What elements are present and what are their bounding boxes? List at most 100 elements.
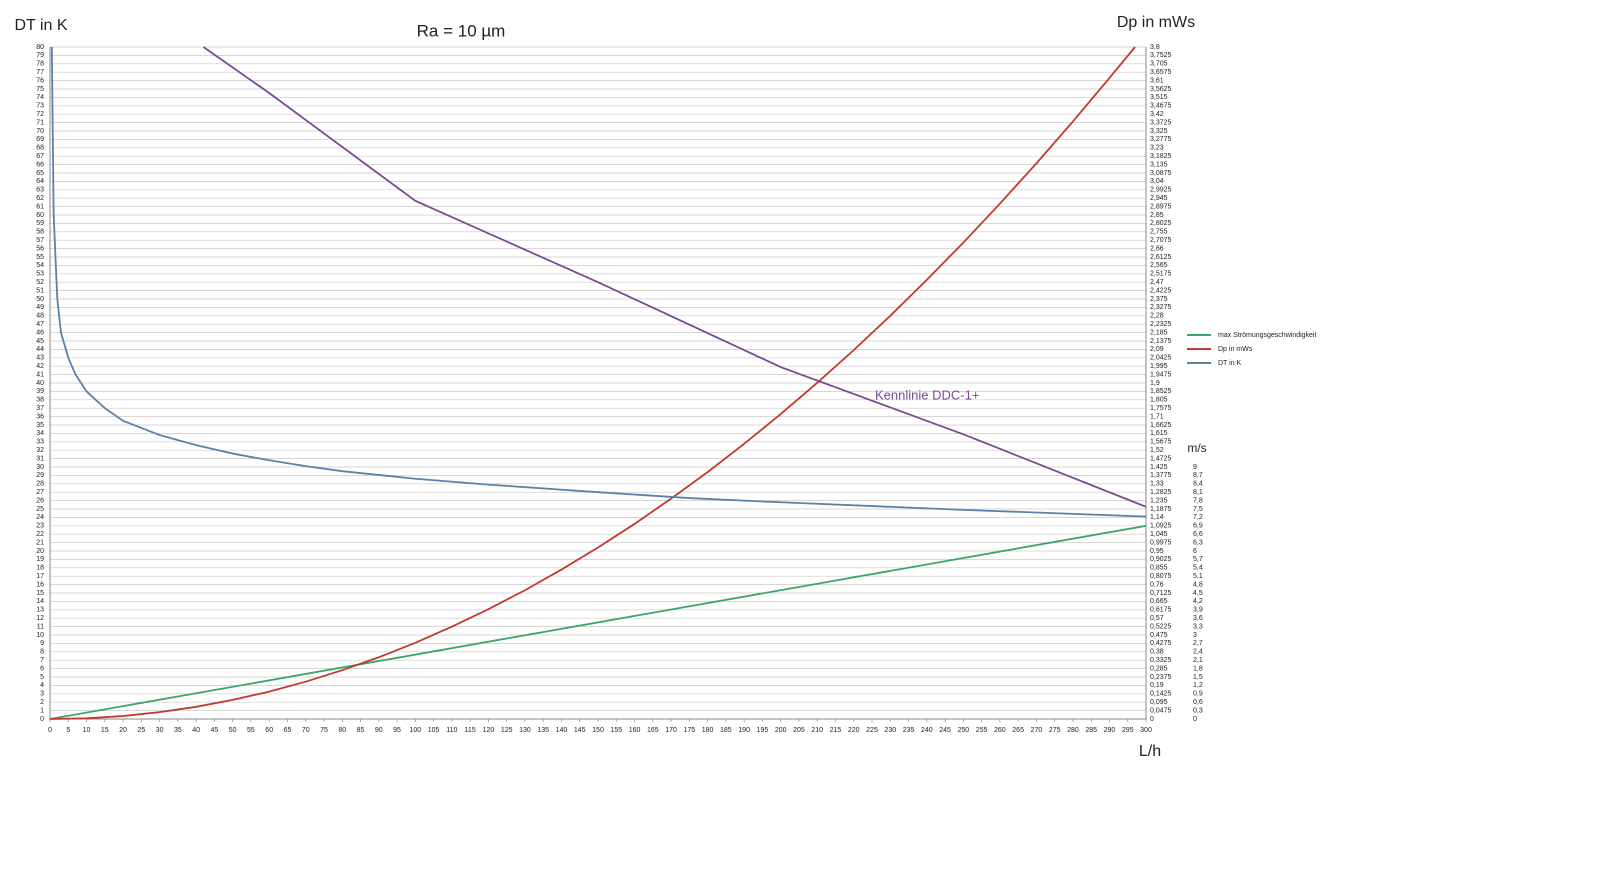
yticks-label: 59 — [36, 220, 44, 227]
yticks-label: 51 — [36, 287, 44, 294]
yticks-label: 45 — [36, 338, 44, 345]
yticks-label: 61 — [36, 203, 44, 210]
yticks-label: 69 — [36, 136, 44, 143]
y2ticks-label: 0,38 — [1150, 649, 1164, 656]
yticks-label: 33 — [36, 439, 44, 446]
x-tick-label: 55 — [247, 727, 255, 734]
y2ticks-label: 3,135 — [1150, 161, 1168, 168]
y2ticks-label: 2,565 — [1150, 262, 1168, 269]
x-tick-label: 285 — [1085, 727, 1097, 734]
x-tick-label: 270 — [1031, 727, 1043, 734]
y3ticks-label: 4,8 — [1193, 581, 1203, 588]
x-tick-label: 15 — [101, 727, 109, 734]
y2ticks-label: 0,57 — [1150, 615, 1164, 622]
y2ticks-label: 0,9975 — [1150, 539, 1172, 546]
legend-label: max Strömungsgeschwindigkeit — [1218, 332, 1316, 339]
yticks-label: 16 — [36, 581, 44, 588]
x-tick-label: 135 — [537, 727, 549, 734]
x-tick-label: 225 — [866, 727, 878, 734]
y2ticks-label: 1,9 — [1150, 380, 1160, 387]
yticks-label: 9 — [40, 640, 44, 647]
curve-label: Kennlinie DDC-1+ — [875, 387, 979, 402]
yticks-label: 71 — [36, 119, 44, 126]
yticks-label: 36 — [36, 413, 44, 420]
yticks-label: 78 — [36, 61, 44, 68]
y2ticks-label: 0,285 — [1150, 665, 1168, 672]
x-tick-label: 65 — [284, 727, 292, 734]
y3ticks-label: 6,3 — [1193, 539, 1203, 546]
y2ticks-label: 1,615 — [1150, 430, 1168, 437]
x-tick-label: 265 — [1012, 727, 1024, 734]
yticks-label: 52 — [36, 279, 44, 286]
yticks-label: 49 — [36, 304, 44, 311]
y2ticks-label: 0,76 — [1150, 581, 1164, 588]
y2-axis-title: Dp in mWs — [1117, 14, 1195, 31]
yticks-label: 5 — [40, 674, 44, 681]
y3ticks-label: 2,4 — [1193, 649, 1203, 656]
y3ticks-label: 0 — [1193, 716, 1197, 723]
legend-label: Dp in mWs — [1218, 346, 1253, 353]
x-tick-label: 35 — [174, 727, 182, 734]
x-tick-label: 110 — [446, 727, 457, 734]
y2ticks-label: 2,8975 — [1150, 203, 1172, 210]
yticks-label: 60 — [36, 212, 44, 219]
x-tick-label: 165 — [647, 727, 659, 734]
y2ticks-label: 1,52 — [1150, 447, 1164, 454]
yticks-label: 64 — [36, 178, 44, 185]
x-tick-label: 95 — [393, 727, 401, 734]
x-tick-label: 295 — [1122, 727, 1134, 734]
x-tick-label: 85 — [357, 727, 365, 734]
y2ticks-label: 3,8 — [1150, 44, 1160, 51]
y2ticks-label: 3,3725 — [1150, 119, 1172, 126]
x-tick-label: 25 — [137, 727, 145, 734]
yticks-label: 39 — [36, 388, 44, 395]
y3-axis-title: m/s — [1187, 441, 1206, 455]
y2ticks-label: 2,2325 — [1150, 321, 1172, 328]
yticks-label: 48 — [36, 313, 44, 320]
yticks-label: 66 — [36, 161, 44, 168]
yticks-label: 80 — [36, 44, 44, 51]
y2ticks-label: 0,6175 — [1150, 607, 1172, 614]
y3ticks-label: 4,5 — [1193, 590, 1203, 597]
y2ticks-label: 3,515 — [1150, 94, 1168, 101]
y2ticks-label: 3,4675 — [1150, 103, 1172, 110]
yticks-label: 25 — [36, 506, 44, 513]
y2ticks-label: 2,9925 — [1150, 187, 1172, 194]
x-tick-label: 0 — [48, 727, 52, 734]
x-tick-label: 105 — [428, 727, 440, 734]
y2ticks-label: 1,235 — [1150, 497, 1168, 504]
yticks-label: 40 — [36, 380, 44, 387]
yticks-label: 17 — [36, 573, 44, 580]
x-tick-label: 215 — [830, 727, 842, 734]
y2ticks-label: 3,0875 — [1150, 170, 1172, 177]
x-tick-label: 170 — [665, 727, 677, 734]
y2ticks-label: 0,095 — [1150, 699, 1168, 706]
yticks-label: 22 — [36, 531, 44, 538]
yticks-label: 57 — [36, 237, 44, 244]
yticks-label: 54 — [36, 262, 44, 269]
y2ticks-label: 3,2775 — [1150, 136, 1172, 143]
y3ticks-label: 1,2 — [1193, 682, 1203, 689]
y3ticks-label: 2,1 — [1193, 657, 1203, 664]
y2ticks-label: 1,6625 — [1150, 422, 1172, 429]
x-tick-label: 210 — [811, 727, 823, 734]
yticks-label: 13 — [36, 607, 44, 614]
y2ticks-label: 1,33 — [1150, 481, 1164, 488]
yticks-label: 29 — [36, 472, 44, 479]
yticks-label: 6 — [40, 665, 44, 672]
y3ticks-label: 8,7 — [1193, 472, 1203, 479]
y3ticks-label: 9 — [1193, 464, 1197, 471]
y3ticks-label: 0,9 — [1193, 691, 1203, 698]
x-tick-label: 145 — [574, 727, 586, 734]
y2ticks-label: 3,705 — [1150, 61, 1168, 68]
x-tick-label: 40 — [192, 727, 200, 734]
y2ticks-label: 2,755 — [1150, 229, 1168, 236]
y2ticks-label: 2,945 — [1150, 195, 1168, 202]
yticks-label: 2 — [40, 699, 44, 706]
y2ticks-label: 3,7525 — [1150, 52, 1172, 59]
x-tick-label: 30 — [156, 727, 164, 734]
y3ticks-label: 5,1 — [1193, 573, 1203, 580]
x-tick-label: 90 — [375, 727, 383, 734]
y2ticks-label: 3,5625 — [1150, 86, 1172, 93]
y2ticks-label: 0,5225 — [1150, 623, 1172, 630]
